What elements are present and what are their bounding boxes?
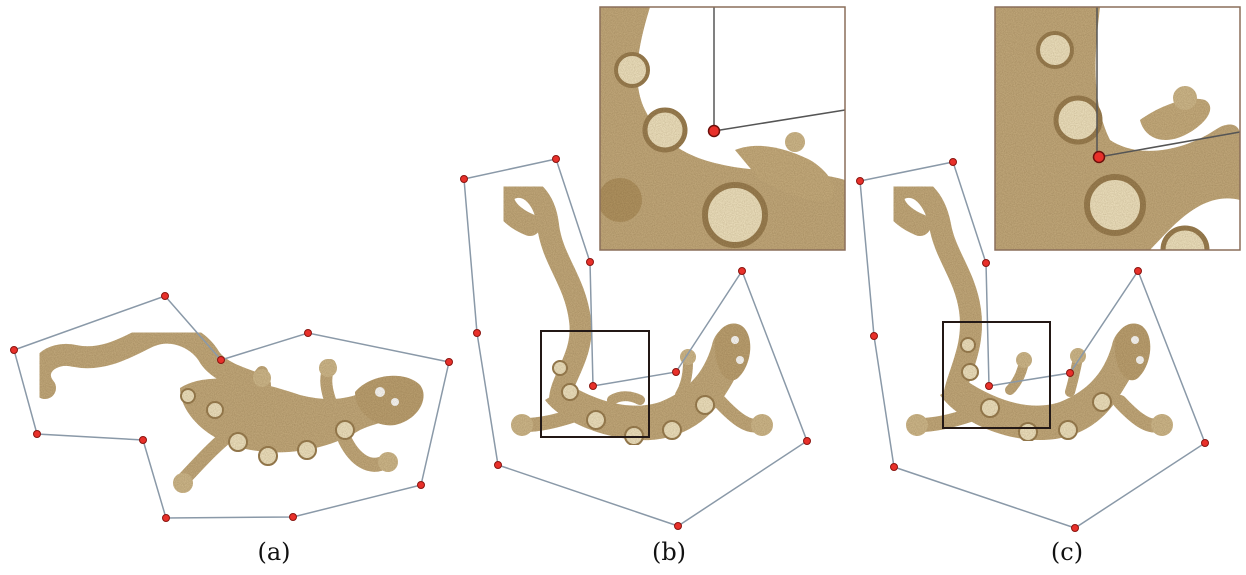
caption-a: (a) [257, 538, 291, 566]
zoom-inset-b [599, 6, 846, 251]
panel-a [10, 292, 453, 522]
zoom-region-c [942, 321, 1051, 429]
caption-b: (b) [651, 538, 687, 566]
cage-vertices-b [460, 155, 811, 530]
zoom-inset-c [994, 6, 1241, 251]
lizard-c [882, 175, 1173, 442]
caption-c: (c) [1050, 538, 1084, 566]
cage-vertices-a [10, 292, 453, 522]
cage-vertices-c [856, 158, 1209, 532]
inset-frame-c [994, 6, 1241, 251]
zoom-region-b [540, 330, 650, 438]
lizard-b [492, 175, 773, 446]
vertex-highlight-b [707, 124, 721, 138]
lizard-a [28, 321, 424, 493]
panel-b [460, 6, 846, 530]
inset-frame-b [599, 6, 846, 251]
panel-c [856, 6, 1241, 532]
vertex-highlight-c [1092, 150, 1106, 164]
